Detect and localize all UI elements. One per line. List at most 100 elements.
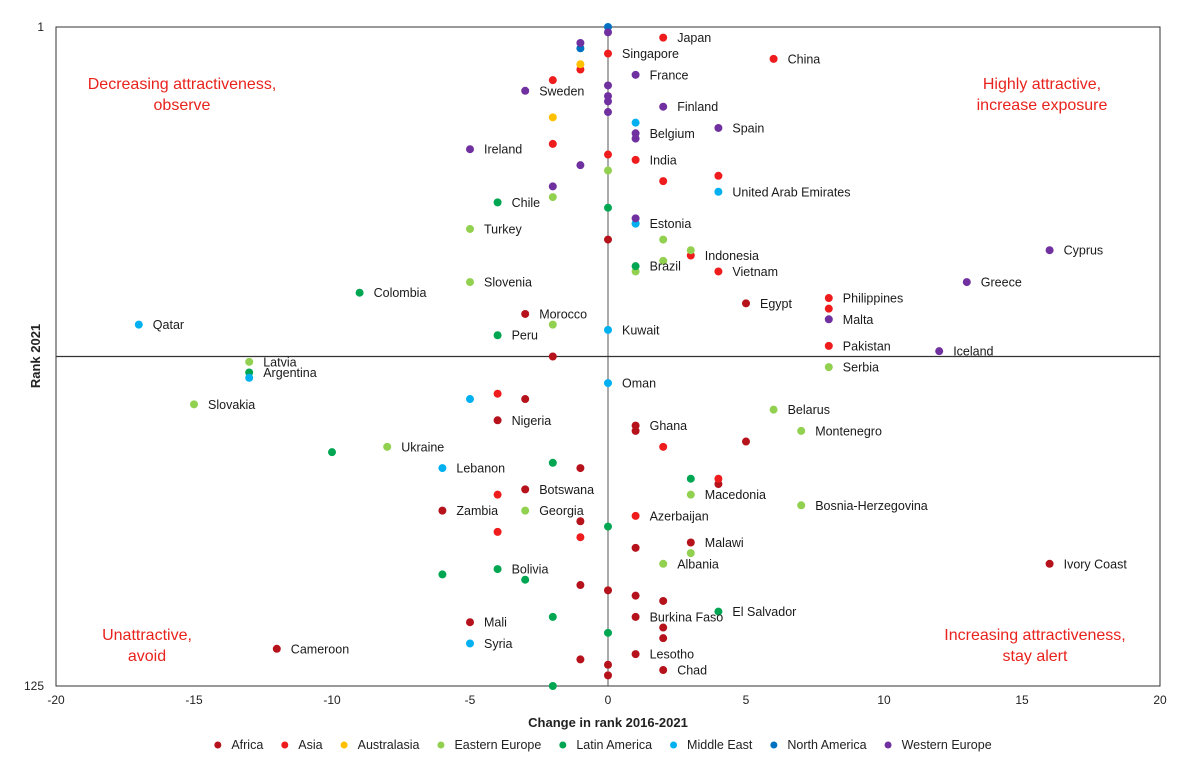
point-asia	[824, 294, 833, 303]
point-labels: Morocco Egypt Nigeria Ghana Botswana Zambia Ma…	[153, 31, 1128, 677]
point-eastern-europe	[466, 278, 474, 287]
point-asia	[824, 341, 833, 350]
quadrant-label-top-left: Decreasing attractiveness, observe	[88, 76, 277, 114]
point-label: Spain	[732, 121, 764, 135]
point-asia	[714, 171, 723, 180]
point-label: Peru	[512, 329, 538, 343]
point-latin-america	[521, 575, 530, 584]
point-middle-east	[714, 187, 723, 196]
point-label: Morocco	[539, 307, 587, 321]
point-label: Qatar	[153, 318, 184, 332]
point-australasia	[548, 113, 557, 122]
point-label: Cyprus	[1064, 244, 1104, 258]
point-label: Ukraine	[401, 440, 444, 454]
point-label: Kuwait	[622, 323, 660, 337]
point-africa	[631, 543, 640, 552]
point-western-europe	[659, 102, 668, 111]
point-label: Malta	[843, 313, 874, 327]
point-asia	[631, 155, 640, 164]
point-latin-america	[604, 628, 612, 637]
point-latin-america	[714, 607, 723, 616]
point-africa	[493, 416, 502, 425]
point-label: Malawi	[705, 536, 744, 550]
point-asia	[769, 54, 778, 63]
y-axis-title: Rank 2021	[28, 324, 43, 388]
point-label: Argentina	[263, 366, 317, 380]
legend-label: Asia	[298, 738, 322, 752]
point-western-europe	[631, 70, 640, 79]
legend-label: North America	[787, 738, 866, 752]
x-tick-label: -10	[323, 693, 341, 707]
point-label: Singapore	[622, 47, 679, 61]
point-label: Chile	[512, 196, 541, 210]
legend-item-middle-east: Middle East	[670, 738, 753, 752]
legend-label: Eastern Europe	[454, 738, 541, 752]
point-label: Nigeria	[512, 414, 552, 428]
x-tick-label: -5	[465, 693, 476, 707]
point-middle-east	[134, 320, 143, 329]
point-latin-america	[355, 288, 364, 297]
point-label: Belarus	[788, 403, 830, 417]
point-label: Chad	[677, 664, 707, 678]
legend-item-australasia: Australasia	[340, 738, 419, 752]
point-middle-east	[438, 464, 447, 473]
point-western-europe	[521, 86, 530, 95]
point-label: Macedonia	[705, 488, 766, 502]
point-western-europe	[962, 278, 971, 287]
point-africa	[548, 352, 557, 361]
point-western-europe	[548, 182, 557, 191]
point-label: Azerbaijan	[650, 509, 709, 523]
quadrant-label-top-right: Highly attractive, increase exposure	[977, 76, 1108, 114]
point-label: Finland	[677, 100, 718, 114]
reference-lines	[56, 27, 1160, 686]
point-label: Egypt	[760, 297, 792, 311]
point-western-europe	[604, 108, 612, 117]
point-africa	[576, 464, 585, 473]
point-asia	[604, 49, 612, 58]
point-label: Syria	[484, 637, 513, 651]
x-tick-label: -15	[185, 693, 203, 707]
point-eastern-europe	[604, 166, 612, 175]
point-latin-america	[604, 203, 612, 212]
point-label: Indonesia	[705, 249, 759, 263]
point-australasia	[576, 60, 585, 69]
point-eastern-europe	[548, 193, 557, 202]
legend-marker	[884, 741, 892, 749]
point-eastern-europe	[190, 400, 198, 409]
axis-ticks: -20 -15 -10 -5 0 5 10 15 20 1 125	[24, 20, 1167, 707]
point-asia	[659, 33, 668, 42]
point-latin-america	[548, 682, 557, 690]
quadrant-label-bottom-left: Unattractive, avoid	[102, 627, 192, 665]
legend-marker	[281, 741, 289, 749]
point-label: Mali	[484, 616, 507, 630]
legend-item-africa: Africa	[214, 738, 263, 752]
point-western-europe	[631, 214, 640, 223]
point-label: Brazil	[650, 260, 681, 274]
point-eastern-europe	[659, 559, 668, 568]
point-africa	[742, 299, 750, 308]
point-africa	[631, 591, 640, 600]
point-western-europe	[604, 81, 612, 90]
point-label: Iceland	[953, 345, 993, 359]
point-label: Bolivia	[512, 563, 549, 577]
point-africa	[272, 644, 281, 653]
point-asia	[493, 527, 502, 536]
x-tick-label: 20	[1153, 693, 1167, 707]
point-eastern-europe	[466, 224, 474, 233]
legend-item-western-europe: Western Europe	[884, 738, 992, 752]
point-latin-america	[548, 612, 557, 621]
point-eastern-europe	[797, 501, 806, 510]
point-asia	[714, 267, 723, 276]
point-label: Bosnia-Herzegovina	[815, 499, 928, 513]
point-eastern-europe	[245, 357, 254, 366]
legend-label: Middle East	[687, 738, 753, 752]
point-eastern-europe	[548, 320, 557, 329]
legend-item-north-america: North America	[770, 738, 867, 752]
point-eastern-europe	[383, 442, 392, 451]
point-label: Lebanon	[456, 462, 505, 476]
point-asia	[548, 139, 557, 148]
point-africa	[742, 437, 750, 446]
point-latin-america	[686, 474, 695, 483]
point-western-europe	[604, 97, 612, 106]
